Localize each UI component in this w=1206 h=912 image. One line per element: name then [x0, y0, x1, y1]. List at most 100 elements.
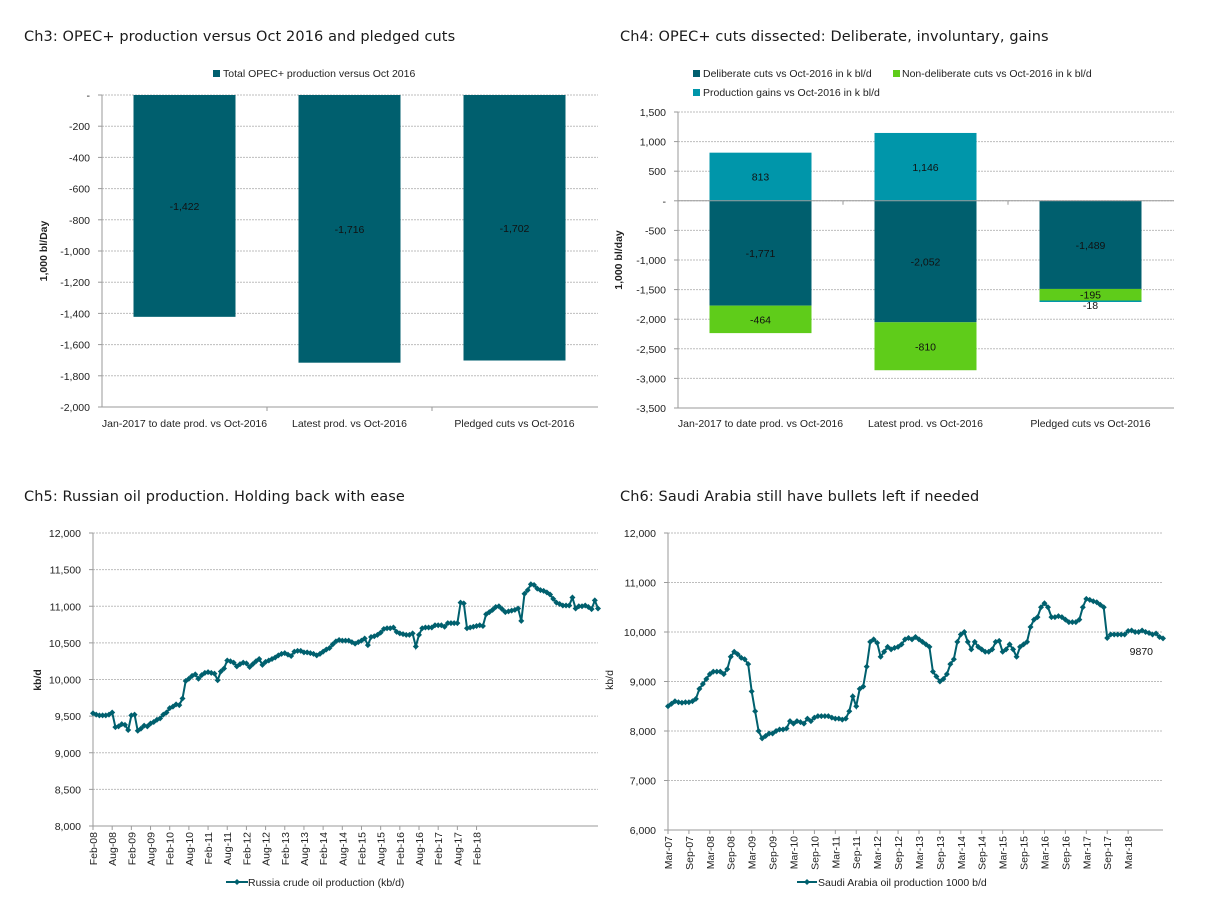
chart6-annotation: 9870: [1130, 646, 1154, 658]
data-point-marker: [125, 727, 132, 734]
x-tick-label: Mar-16: [1039, 836, 1051, 869]
x-tick-label: Aug-14: [337, 832, 349, 866]
data-point-marker: [99, 712, 106, 719]
chart3-title: Ch3: OPEC+ production versus Oct 2016 an…: [24, 29, 456, 45]
x-category-label: Jan-2017 to date prod. vs Oct-2016: [102, 418, 267, 430]
data-point-marker: [752, 708, 759, 715]
chart4-legend-label-gains: Production gains vs Oct-2016 in k bl/d: [703, 87, 880, 99]
x-tick-label: Feb-16: [395, 832, 407, 865]
y-tick-label: -2,000: [60, 402, 90, 414]
y-tick-label: 8,000: [55, 821, 81, 833]
y-tick-label: -600: [69, 184, 90, 196]
data-point-marker: [971, 638, 978, 645]
x-tick-label: Feb-09: [126, 832, 138, 865]
data-point-marker: [1013, 653, 1020, 660]
x-tick-label: Sep-09: [768, 836, 780, 870]
data-point-marker: [947, 661, 954, 668]
x-tick-label: Mar-07: [663, 836, 675, 869]
x-tick-label: Mar-10: [788, 836, 800, 869]
data-point-marker: [294, 647, 301, 654]
x-tick-label: Mar-11: [830, 836, 842, 869]
bar: [298, 95, 401, 363]
data-point-marker: [877, 653, 884, 660]
bar-nondeliberate: [874, 322, 977, 371]
x-tick-label: Feb-10: [165, 832, 177, 865]
data-point-marker: [230, 659, 237, 666]
bar-deliberate: [1039, 200, 1142, 289]
data-point-marker: [943, 671, 950, 678]
data-point-marker: [339, 637, 346, 644]
data-point-marker: [874, 639, 881, 646]
y-tick-label: 9,500: [55, 711, 81, 723]
series-line: [667, 597, 1164, 740]
x-tick-label: Aug-08: [107, 832, 119, 866]
y-tick-label: -500: [645, 225, 666, 237]
bar-deliberate-label: -1,489: [1076, 240, 1106, 252]
data-point-marker: [1132, 629, 1139, 635]
bar-data-label: -1,702: [500, 223, 530, 235]
y-tick-label: 6,000: [630, 825, 656, 837]
x-tick-label: Sep-07: [684, 836, 696, 870]
data-point-marker: [1010, 646, 1017, 653]
x-tick-label: Sep-11: [851, 836, 863, 869]
y-tick-label: 10,000: [49, 675, 81, 687]
x-tick-label: Sep-12: [893, 836, 905, 870]
data-point-marker: [961, 629, 968, 635]
x-tick-label: Aug-12: [261, 832, 273, 866]
data-point-marker: [521, 590, 528, 597]
data-point-marker: [996, 637, 1003, 644]
data-point-marker: [1121, 631, 1128, 638]
bar-data-label: -1,716: [335, 224, 365, 236]
data-point-marker: [1034, 614, 1041, 621]
y-tick-label: -: [663, 196, 667, 208]
data-point-marker: [846, 708, 853, 715]
bar-nondeliberate: [1039, 288, 1142, 301]
data-point-marker: [524, 587, 531, 594]
bar-nondeliberate: [709, 305, 812, 334]
chart3-ylabel: 1,000 bl/Day: [38, 220, 50, 281]
x-tick-label: Mar-14: [956, 836, 968, 869]
data-point-marker: [849, 693, 856, 700]
data-point-marker: [1076, 616, 1083, 623]
data-point-marker: [954, 638, 961, 645]
data-point-marker: [300, 649, 307, 656]
chart6-title: Ch6: Saudi Arabia still have bullets lef…: [620, 489, 980, 505]
data-point-marker: [755, 728, 762, 734]
data-point-marker: [595, 605, 601, 612]
data-point-marker: [1006, 641, 1013, 648]
chart6-legend-label: Saudi Arabia oil production 1000 b/d: [818, 877, 987, 889]
data-point-marker: [157, 715, 164, 722]
data-point-marker: [288, 653, 295, 660]
data-point-marker: [1024, 638, 1031, 645]
data-point-marker: [783, 725, 790, 732]
x-category-label: Jan-2017 to date prod. vs Oct-2016: [678, 418, 843, 430]
data-point-marker: [1104, 634, 1111, 641]
chart3-legend-swatch: [213, 70, 220, 77]
data-point-marker: [377, 629, 384, 636]
x-tick-label: Sep-14: [977, 836, 989, 870]
data-point-marker: [518, 617, 525, 624]
y-tick-label: 9,000: [630, 677, 656, 689]
data-point-marker: [454, 620, 461, 627]
data-point-marker: [898, 641, 905, 648]
data-point-marker: [832, 715, 839, 722]
x-tick-label: Sep-17: [1102, 836, 1114, 870]
data-point-marker: [1048, 614, 1055, 621]
chart4-legend-label-deliberate: Deliberate cuts vs Oct-2016 in k bl/d: [703, 68, 872, 80]
bar-deliberate: [874, 200, 977, 323]
data-point-marker: [547, 591, 554, 598]
y-tick-label: 11,000: [50, 601, 81, 613]
data-point-marker: [447, 620, 454, 627]
data-point-marker: [1160, 635, 1166, 642]
data-point-marker: [1100, 604, 1107, 611]
data-point-marker: [692, 695, 699, 702]
data-point-marker: [748, 688, 755, 695]
data-point-marker: [515, 605, 522, 612]
x-tick-label: Sep-08: [726, 836, 738, 870]
x-tick-label: Mar-15: [998, 836, 1010, 869]
chart4-ylabel: 1,000 bl/day: [613, 230, 625, 290]
bar-gains: [1039, 300, 1142, 302]
x-category-label: Pledged cuts vs Oct-2016: [454, 418, 574, 430]
data-point-marker: [489, 606, 496, 613]
data-point-marker: [460, 600, 467, 607]
